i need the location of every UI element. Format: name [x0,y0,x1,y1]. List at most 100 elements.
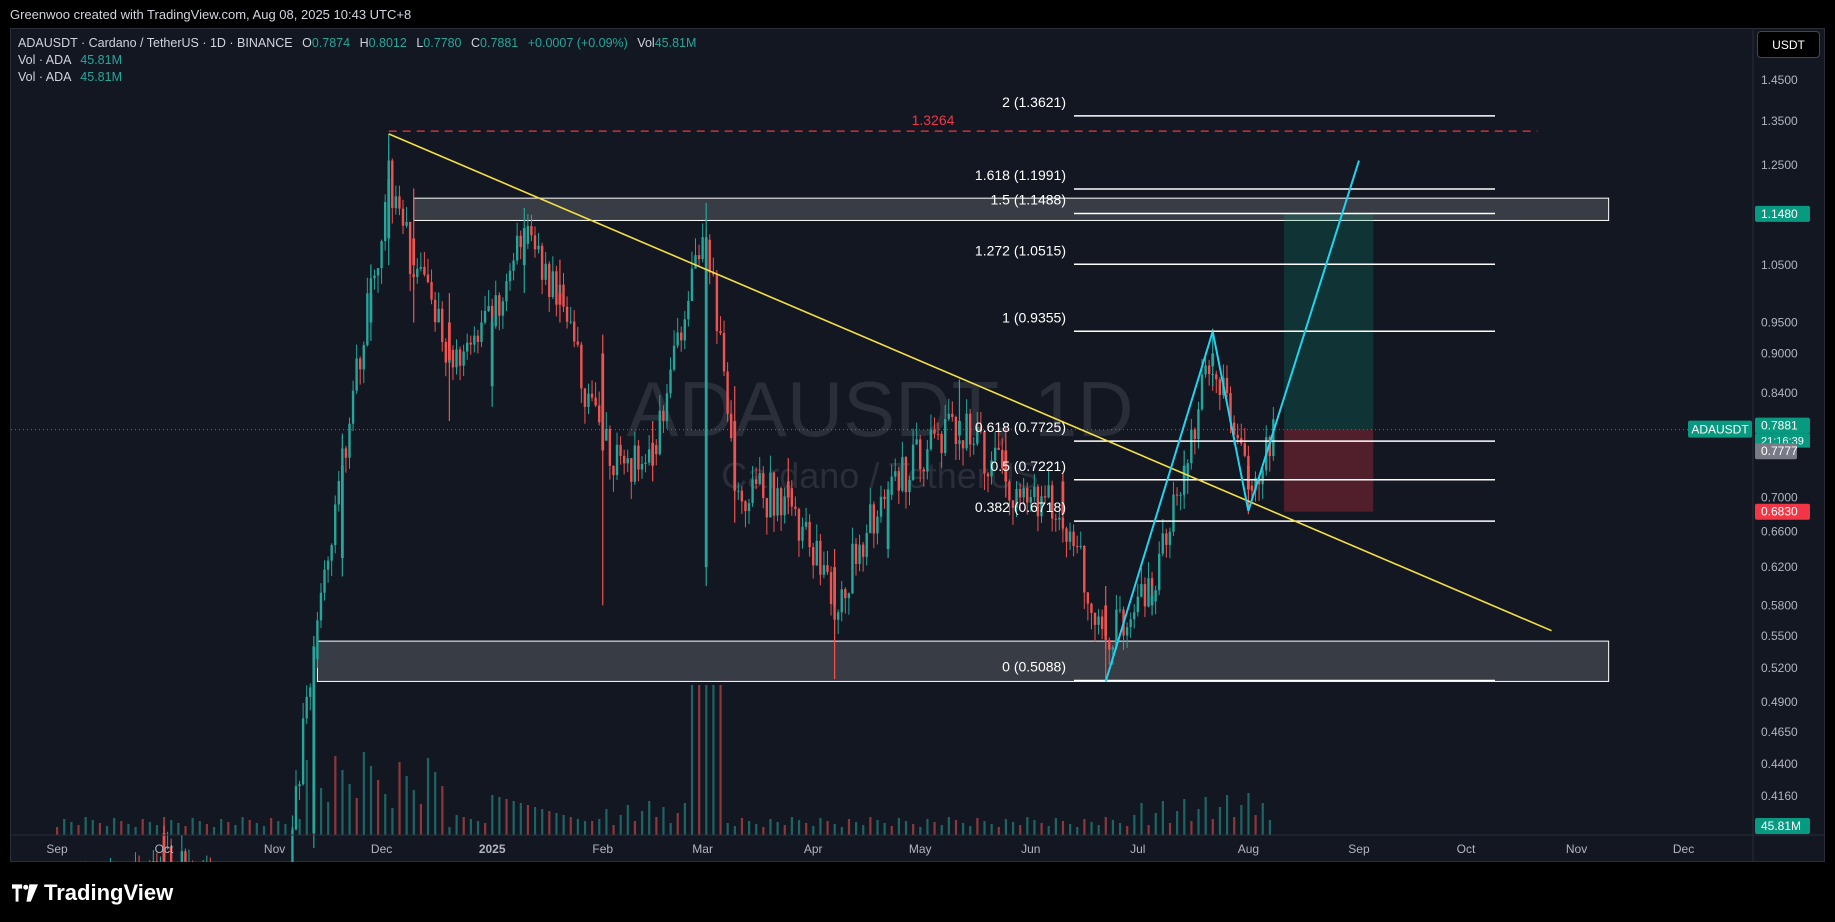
volume-bar [1104,817,1107,835]
volume-bar [762,827,765,835]
legend-symbol[interactable]: ADAUSDT · Cardano / TetherUS · 1D · BINA… [18,36,293,50]
candle-body [883,496,886,500]
volume-bar [141,819,144,835]
candle-body [522,228,526,266]
volume-bar [940,825,943,835]
legend-vol-label: Vol [637,36,655,50]
volume-axis-label: 45.81M [1761,819,1801,833]
candle-body [376,268,380,276]
header-bar: Greenwoo created with TradingView.com, A… [0,0,1835,28]
volume-bar [555,813,558,835]
volume-bar [783,825,786,835]
volume-bar [1026,817,1029,835]
descending-trendline[interactable] [388,133,1552,632]
candle-body [1218,379,1222,396]
volume-bar [405,776,408,835]
currency-button[interactable]: USDT [1757,31,1820,58]
long-position-profit-zone[interactable] [1284,213,1374,430]
support-resistance-zone[interactable] [316,640,1610,682]
candle-body [490,322,494,387]
volume-bar [1197,809,1200,835]
candle-body [829,572,833,605]
time-axis-tick: Sep [46,842,68,856]
candle-body [801,526,804,541]
volume-bar [1033,820,1036,835]
volume-bar [341,770,344,835]
candle-body [865,533,868,557]
volume-bar [498,797,501,835]
candle-body [694,255,697,269]
volume-bar [1218,807,1222,835]
previous-close-label-background [1755,443,1797,460]
candle-body [658,410,662,455]
volume-bar [270,818,273,835]
volume-bar [883,823,886,835]
time-axis-tick: Jun [1021,842,1040,856]
candle-body [419,266,423,269]
candle-body [779,488,783,516]
candle-body [487,305,490,311]
candle-body [740,490,744,502]
candle-body [1211,353,1215,367]
volume-bar [1097,825,1100,835]
candle-body [594,397,597,406]
candle-body [462,351,465,366]
price-axis-tick: 0.5500 [1761,629,1798,643]
candle-body [633,445,637,482]
candle-body [758,473,761,484]
target-price-label-background [1755,205,1810,222]
candle-body [1197,409,1200,439]
candle-body [1029,497,1032,503]
candle-body [373,275,376,279]
candle-body [833,567,837,606]
candle-body [712,272,715,275]
candle-body [822,565,826,575]
candle-body [437,308,440,323]
legend-volume-label[interactable]: Vol · ADA [18,70,71,84]
time-axis-tick: Nov [264,842,285,856]
candle-body [466,342,469,352]
volume-bar [1168,823,1172,835]
volume-bar [740,818,744,835]
volume-bar [755,824,758,835]
candle-body [1186,463,1189,481]
candle-body [490,305,494,327]
long-position-stop-zone[interactable] [1284,429,1374,512]
volume-bar [113,818,116,835]
candle-body [1008,481,1011,501]
candle-body [480,322,483,342]
candle-body [968,413,972,445]
volume-bar [976,818,979,835]
candle-body [733,421,737,490]
candle-body [861,544,865,557]
candle-body [1261,470,1264,485]
candle-body [1272,419,1275,457]
legend-close-label: C [470,36,481,50]
candle-body [330,545,333,561]
fib-level-label: 0.618 (0.7725) [975,419,1066,435]
volume-bar [298,819,301,835]
price-axis-tick: 0.5200 [1761,661,1798,675]
projection-path[interactable] [1104,160,1360,682]
volume-bar [191,818,194,835]
candle-body [309,687,312,697]
candle-body [747,503,751,512]
candle-body [765,498,769,518]
fib-level-label: 1.5 (1.1488) [991,192,1067,208]
volume-bar [1083,819,1086,835]
candle-body [1015,488,1018,508]
legend-low-label: L [416,36,424,50]
candle-body [922,469,925,472]
candle-body [847,593,851,599]
candle-body [1058,517,1061,520]
legend-volume-label[interactable]: Vol · ADA [18,53,71,67]
fib-level-label: 0.382 (0.6718) [975,499,1066,515]
candle-body [683,319,686,341]
candle-body [423,266,426,275]
volume-bar [77,825,80,835]
candle-body [719,331,722,334]
legend-open-label: O [302,36,312,50]
tradingview-logo[interactable]: TradingView [12,880,173,906]
footer-brand: TradingView [44,880,174,905]
